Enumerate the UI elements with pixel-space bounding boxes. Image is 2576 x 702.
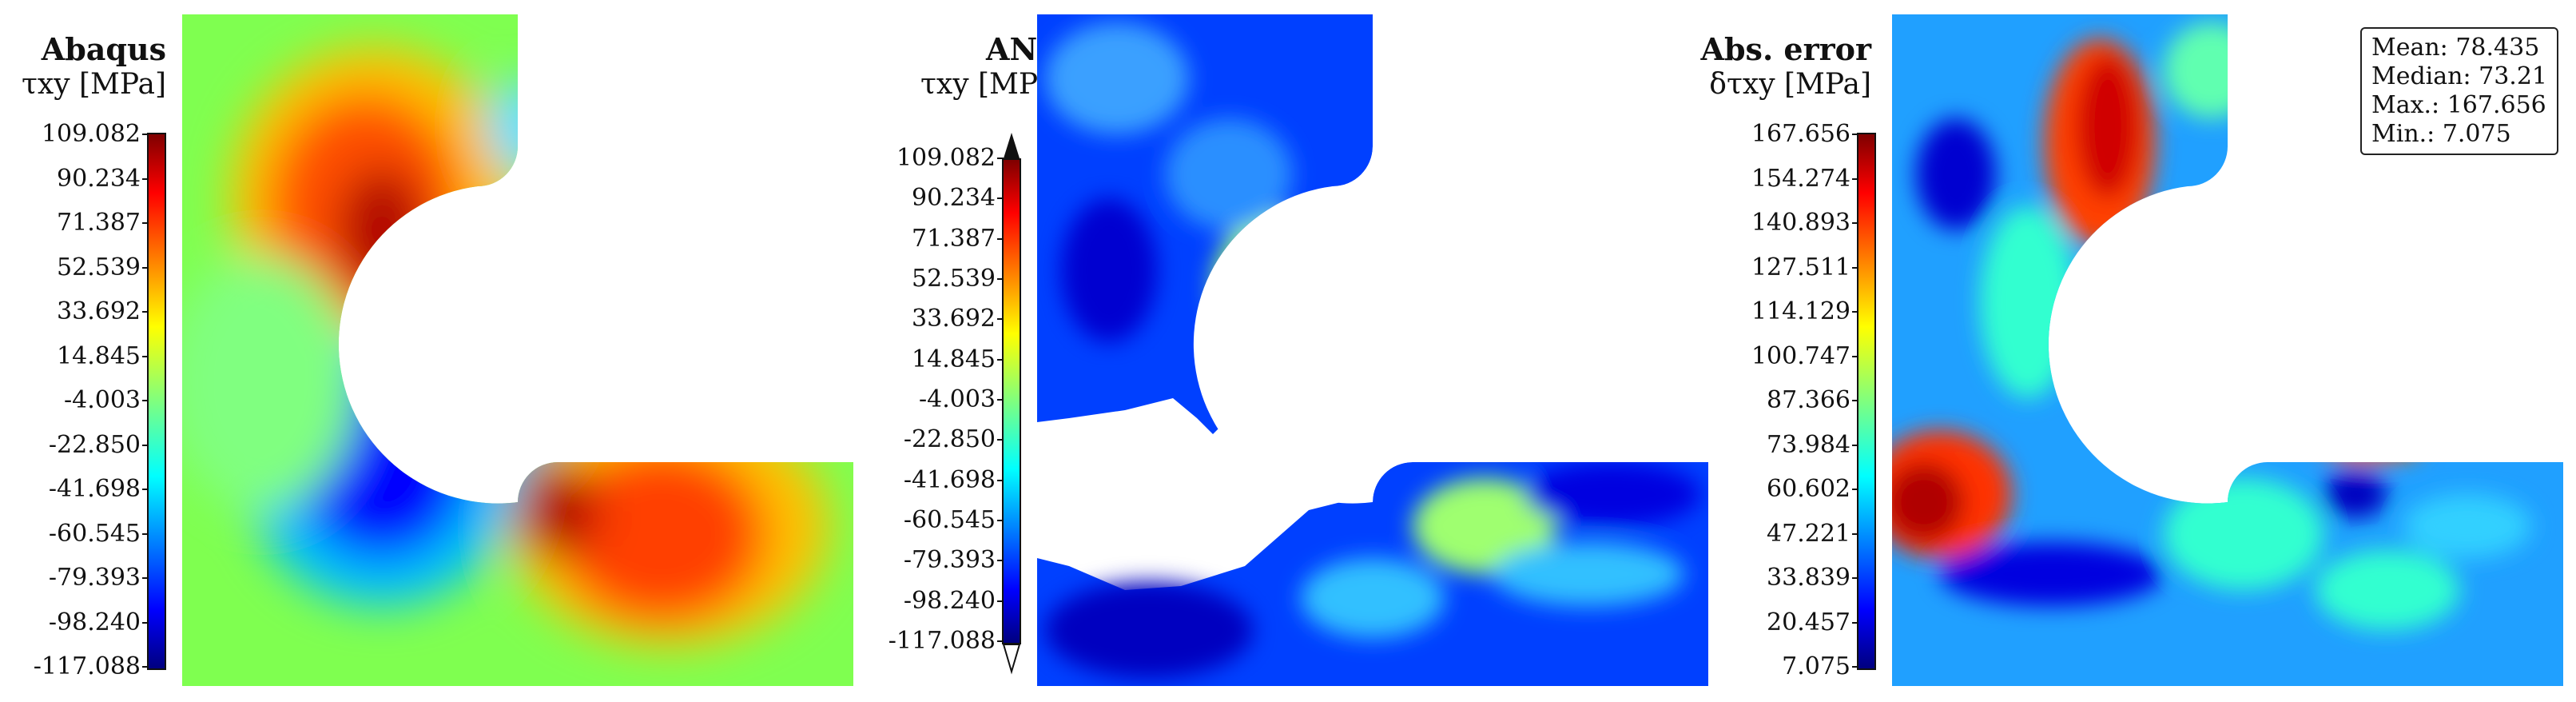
tick-label: 71.387 xyxy=(912,224,996,253)
tick-label: 52.539 xyxy=(912,265,996,293)
tick-mark xyxy=(997,640,1004,642)
tick-label: 87.366 xyxy=(1767,386,1851,414)
tick-mark xyxy=(1852,400,1858,401)
abaqus-panel: Abaqus τxy [MPa] 109.082 90.234 71.387 52.5… xyxy=(0,0,855,702)
tick-mark xyxy=(142,222,149,224)
tick-mark xyxy=(142,400,149,401)
stats-mean: Mean: 78.435 xyxy=(2371,34,2540,62)
tick-mark xyxy=(142,577,149,579)
tick-mark xyxy=(997,158,1004,159)
tick-mark xyxy=(1852,666,1858,668)
tick-mark xyxy=(1852,577,1858,579)
tick-mark xyxy=(1852,134,1858,135)
error-panel: Abs. error δτxy [MPa] Mean: 7 xyxy=(1701,0,2576,702)
tick-label: 109.082 xyxy=(41,120,141,148)
tick-mark xyxy=(142,134,149,135)
tick-mark xyxy=(142,666,149,668)
tick-label: 20.457 xyxy=(1767,608,1851,636)
tick-mark xyxy=(1852,621,1858,624)
stats-median: Median: 73.21 xyxy=(2371,62,2548,90)
tick-label: 7.075 xyxy=(1782,652,1851,680)
tick-label: -41.698 xyxy=(903,465,996,494)
tick-label: -4.003 xyxy=(63,386,141,414)
tick-mark xyxy=(997,520,1004,521)
tick-mark xyxy=(1852,532,1858,535)
tick-label: -4.003 xyxy=(918,385,996,413)
tick-label: -60.545 xyxy=(48,519,141,548)
tick-mark xyxy=(142,177,149,180)
tick-mark xyxy=(1852,444,1858,446)
tick-label: 14.845 xyxy=(57,341,141,370)
tick-mark xyxy=(142,621,149,624)
tick-label: 14.845 xyxy=(912,345,996,373)
tick-mark xyxy=(997,197,1004,200)
tick-mark xyxy=(997,399,1004,401)
colorbar-arrows xyxy=(1002,133,1021,675)
tick-label: 114.129 xyxy=(1751,297,1851,325)
tick-mark xyxy=(997,439,1004,441)
tick-mark xyxy=(1852,355,1858,357)
tick-label: 109.082 xyxy=(896,144,996,172)
tick-label: 33.692 xyxy=(57,297,141,325)
panel-title: Abs. error xyxy=(1700,31,1872,67)
tick-label: 90.234 xyxy=(57,164,141,193)
panel-subtitle: τxy [MPa] xyxy=(21,68,166,101)
colorbar xyxy=(147,133,166,670)
tick-label: -117.088 xyxy=(33,652,141,680)
tick-label: 71.387 xyxy=(57,209,141,237)
ann-panel: ANN τxy [MPa] 10 xyxy=(855,0,1710,702)
stats-legend: Mean: 78.435 Median: 73.21 Max.: 167.656… xyxy=(2360,27,2559,155)
stress-field-ann xyxy=(1037,14,1708,686)
abaqus-title: Abaqus τxy [MPa] xyxy=(22,32,166,102)
tick-label: 100.747 xyxy=(1751,341,1851,370)
tick-mark xyxy=(1852,489,1858,490)
tick-label: 33.839 xyxy=(1767,564,1851,592)
tick-label: 60.602 xyxy=(1767,475,1851,503)
tick-label: 127.511 xyxy=(1751,253,1851,281)
stress-field-abaqus xyxy=(182,14,853,686)
tick-label: 167.656 xyxy=(1751,120,1851,148)
tick-label: -98.240 xyxy=(903,586,996,615)
tick-label: -22.850 xyxy=(903,425,996,454)
tick-label: 90.234 xyxy=(912,184,996,213)
tick-label: -79.393 xyxy=(903,546,996,575)
tick-mark xyxy=(1852,222,1858,224)
tick-mark xyxy=(997,479,1004,481)
error-title: Abs. error δτxy [MPa] xyxy=(1701,32,1872,102)
tick-mark xyxy=(997,318,1004,321)
tick-mark xyxy=(997,600,1004,602)
tick-label: -117.088 xyxy=(888,627,996,655)
tick-mark xyxy=(997,278,1004,280)
tick-label: -41.698 xyxy=(48,475,141,503)
tick-mark xyxy=(142,266,149,269)
colorbar xyxy=(1857,133,1876,670)
tick-mark xyxy=(142,444,149,446)
tick-label: 154.274 xyxy=(1751,164,1851,193)
tick-mark xyxy=(997,358,1004,361)
stats-max: Max.: 167.656 xyxy=(2371,91,2546,119)
tick-mark xyxy=(142,532,149,535)
stats-min: Min.: 7.075 xyxy=(2371,120,2511,148)
tick-label: -79.393 xyxy=(48,564,141,592)
tick-mark xyxy=(142,489,149,490)
tick-label: 33.692 xyxy=(912,305,996,333)
panel-subtitle: δτxy [MPa] xyxy=(1709,68,1871,101)
tick-label: 47.221 xyxy=(1767,519,1851,548)
tick-mark xyxy=(997,560,1004,562)
tick-label: -60.545 xyxy=(903,506,996,534)
tick-label: -98.240 xyxy=(48,608,141,636)
tick-mark xyxy=(1852,266,1858,269)
tick-mark xyxy=(1852,177,1858,180)
panel-title: Abaqus xyxy=(41,31,166,67)
tick-label: 140.893 xyxy=(1751,209,1851,237)
tick-mark xyxy=(1852,311,1858,313)
tick-mark xyxy=(142,311,149,313)
tick-mark xyxy=(997,237,1004,240)
tick-label: 73.984 xyxy=(1767,430,1851,459)
tick-label: 52.539 xyxy=(57,253,141,281)
tick-label: -22.850 xyxy=(48,430,141,459)
tick-mark xyxy=(142,355,149,357)
